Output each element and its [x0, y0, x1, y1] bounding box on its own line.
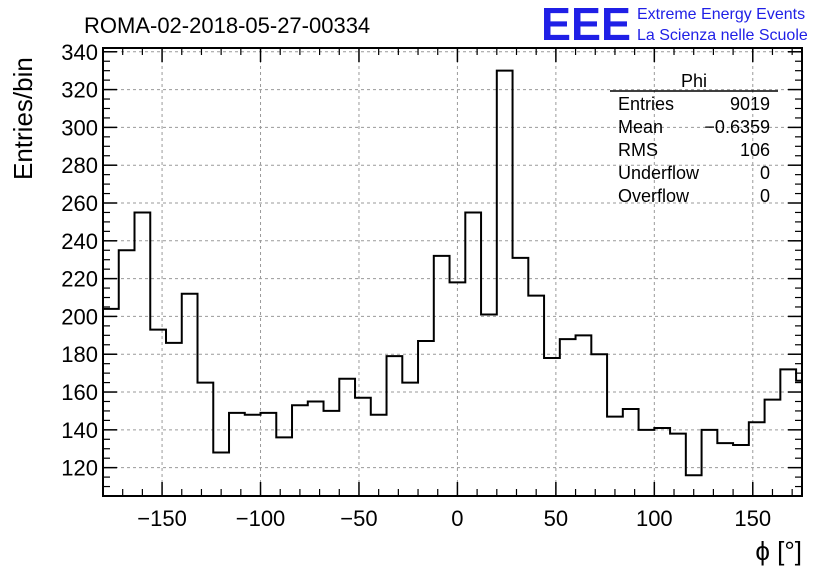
- stats-row-value: 0: [760, 163, 770, 183]
- y-tick-label: 220: [61, 267, 98, 292]
- histogram-bin: [198, 383, 214, 496]
- histogram-bin: [560, 339, 576, 496]
- histogram-bin: [623, 409, 639, 496]
- x-tick-label: −100: [236, 506, 286, 531]
- histogram-bin: [765, 400, 781, 496]
- histogram-bin: [654, 428, 670, 496]
- stats-row-value: −0.6359: [704, 117, 770, 137]
- histogram-bin: [119, 250, 135, 496]
- y-tick-label: 120: [61, 456, 98, 481]
- y-tick-label: 180: [61, 342, 98, 367]
- chart-title: ROMA-02-2018-05-27-00334: [84, 13, 370, 38]
- histogram-bin: [339, 379, 355, 496]
- y-tick-label: 200: [61, 304, 98, 329]
- histogram-bin: [481, 315, 497, 496]
- histogram-bin: [780, 369, 796, 496]
- x-tick-label: 0: [451, 506, 463, 531]
- logo-line-2: La Scienza nelle Scuole: [637, 27, 808, 44]
- axis-ticks: [103, 48, 802, 496]
- y-tick-label: 340: [61, 40, 98, 65]
- grid: [103, 48, 802, 496]
- histogram-bin: [182, 294, 198, 496]
- histogram-bin: [166, 343, 182, 496]
- x-axis-title: ϕ [°]: [755, 536, 802, 566]
- histogram-bin: [229, 413, 245, 496]
- x-tick-labels: −150 −100 −50 0 50 100 150: [137, 506, 771, 531]
- histogram-bin: [150, 330, 166, 496]
- histogram-bin: [261, 413, 277, 496]
- histogram-bin: [324, 411, 340, 496]
- x-tick-label: 50: [544, 506, 568, 531]
- x-tick-label: 100: [636, 506, 673, 531]
- histogram-bin: [292, 405, 308, 496]
- y-axis-title: Entries/bin: [8, 57, 38, 180]
- histogram-bin: [371, 415, 387, 496]
- histogram-bin: [276, 437, 292, 496]
- histogram-bin: [576, 335, 592, 496]
- stats-rows: Entries 9019 Mean −0.6359 RMS 106 Underflow 0 Ov…: [618, 94, 770, 206]
- stats-row-label: Overflow: [618, 186, 690, 206]
- histogram-bin: [497, 71, 513, 496]
- histogram-line: [102, 69, 803, 496]
- histogram-bin: [528, 296, 544, 496]
- stats-row-label: Mean: [618, 117, 663, 137]
- stats-box-title: Phi: [681, 71, 707, 91]
- stats-row-label: RMS: [618, 140, 658, 160]
- eee-logo: EEE Extreme Energy Events La Scienza nel…: [541, 0, 808, 50]
- stats-row-label: Entries: [618, 94, 674, 114]
- histogram-bin: [717, 443, 733, 496]
- histogram-bin: [513, 258, 529, 496]
- histogram-bin: [591, 354, 607, 496]
- y-tick-label: 260: [61, 191, 98, 216]
- histogram-bin: [245, 415, 261, 496]
- histogram-bin: [402, 383, 418, 496]
- y-tick-label: 320: [61, 78, 98, 103]
- histogram-bin: [418, 341, 434, 496]
- logo-line-1: Extreme Energy Events: [637, 6, 805, 23]
- histogram-bin: [639, 430, 655, 496]
- y-tick-labels: 120 140 160 180 200 220 240 260 280 300 320 340: [61, 40, 98, 481]
- histogram-bin: [434, 256, 450, 496]
- histogram-bin: [450, 282, 466, 496]
- histogram-bin: [465, 212, 481, 496]
- plot-frame: [102, 47, 803, 497]
- histogram-bin: [135, 212, 151, 496]
- histogram-bin: [670, 434, 686, 496]
- stats-row-value: 0: [760, 186, 770, 206]
- histogram-bin: [308, 401, 324, 496]
- histogram-series: [102, 69, 803, 496]
- x-tick-label: −50: [340, 506, 377, 531]
- x-tick-label: 150: [734, 506, 771, 531]
- eee-logo-mark: EEE: [541, 0, 631, 50]
- histogram-bin: [733, 445, 749, 496]
- histogram-bin: [607, 417, 623, 496]
- x-tick-label: −150: [137, 506, 187, 531]
- histogram-bin: [749, 422, 765, 496]
- y-tick-label: 280: [61, 153, 98, 178]
- stats-row-value: 106: [740, 140, 770, 160]
- y-tick-label: 300: [61, 115, 98, 140]
- stats-row-value: 9019: [730, 94, 770, 114]
- y-tick-label: 140: [61, 418, 98, 443]
- histogram-bin: [544, 358, 560, 496]
- stats-row-label: Underflow: [618, 163, 700, 183]
- y-tick-label: 160: [61, 380, 98, 405]
- y-tick-label: 240: [61, 229, 98, 254]
- stats-box: Phi Entries 9019 Mean −0.6359 RMS 106 Underflo…: [610, 71, 778, 206]
- histogram-bin: [355, 398, 371, 496]
- histogram-bin: [387, 356, 403, 496]
- histogram-bin: [702, 430, 718, 496]
